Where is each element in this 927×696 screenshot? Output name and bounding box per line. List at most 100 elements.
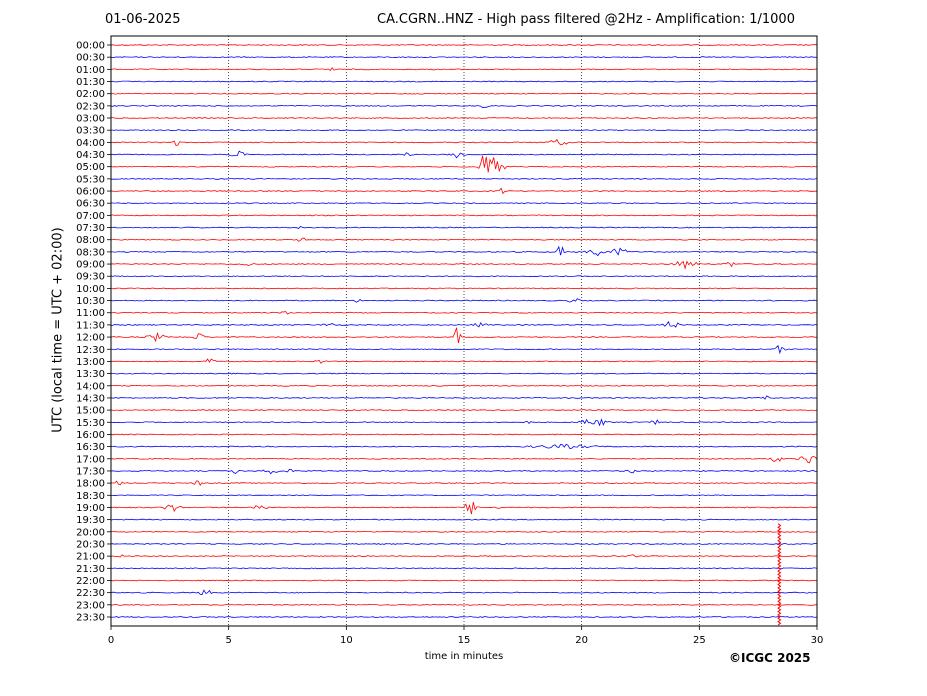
trace-0530: [110, 177, 818, 180]
y-tick-label: 07:00: [76, 211, 105, 222]
trace-1830: [110, 494, 818, 497]
y-tick-label: 02:00: [76, 89, 105, 100]
x-tick-label: 30: [811, 635, 824, 646]
chart-title: CA.CGRN..HNZ - High pass filtered @2Hz -…: [377, 12, 795, 27]
plot-frame: [110, 35, 818, 627]
trace-group: [110, 44, 818, 626]
y-tick-label: 06:30: [76, 199, 105, 210]
trace-0230: [110, 104, 818, 109]
trace-2200: [110, 579, 818, 582]
y-tick-label: 11:30: [76, 320, 105, 331]
x-tick-label: 0: [108, 635, 114, 646]
trace-0000: [110, 44, 817, 46]
trace-0830: [111, 245, 818, 257]
trace-1530: [110, 418, 818, 427]
y-tick-label: 19:30: [76, 515, 105, 526]
trace-1430: [110, 395, 818, 400]
y-tick-label: 04:30: [76, 150, 105, 161]
y-tick-label: 10:30: [76, 296, 105, 307]
y-tick-label: 09:30: [76, 272, 105, 283]
y-tick-label: 00:30: [76, 53, 105, 64]
y-tick-label: 23:30: [76, 612, 105, 623]
y-tick-label: 14:30: [76, 393, 105, 404]
trace-1930: [110, 518, 818, 521]
y-tick-label: 06:00: [76, 187, 105, 198]
y-tick-label: 17:00: [76, 454, 105, 465]
y-tick-label: 02:30: [76, 101, 105, 112]
y-tick-label: 15:30: [76, 418, 105, 429]
y-tick-label: 22:30: [76, 588, 105, 599]
trace-1230: [110, 344, 818, 355]
trace-2030: [110, 543, 818, 545]
trace-1500: [110, 409, 818, 411]
trace-1030: [110, 298, 818, 303]
trace-1130: [110, 320, 818, 328]
grid-lines: [228, 36, 700, 626]
y-tick-label: 17:30: [76, 466, 105, 477]
trace-0800: [110, 237, 818, 242]
y-tick-label: 01:30: [76, 77, 105, 88]
y-tick-label: 21:30: [76, 564, 105, 575]
y-tick-label: 10:00: [76, 284, 105, 295]
trace-0100: [110, 67, 818, 72]
y-tick-label: 12:30: [76, 345, 105, 356]
y-tick-label: 03:30: [76, 126, 105, 137]
y-tick-label: 09:00: [76, 260, 105, 271]
trace-2100: [110, 554, 818, 558]
trace-0430: [110, 150, 818, 159]
x-tick-group: 0 5 10 15 20 25 30: [108, 626, 824, 646]
trace-0630: [110, 202, 818, 205]
y-tick-label: 20:00: [76, 527, 105, 538]
y-tick-label: 18:00: [76, 479, 105, 490]
trace-1400: [110, 384, 818, 387]
y-tick-label: 05:30: [76, 174, 105, 185]
trace-1630: [110, 443, 818, 450]
x-tick-label: 10: [340, 635, 353, 646]
trace-0930: [110, 275, 818, 278]
trace-2300: [110, 603, 818, 606]
trace-0130: [110, 80, 818, 83]
spike-trace: [777, 523, 782, 626]
y-tick-label: 04:00: [76, 138, 105, 149]
trace-1330: [111, 372, 818, 375]
trace-1300: [110, 358, 818, 364]
y-tick-label: 20:30: [76, 539, 105, 550]
trace-2330: [110, 616, 818, 618]
trace-0030: [110, 56, 818, 59]
trace-1600: [110, 433, 818, 436]
y-tick-label: 19:00: [76, 503, 105, 514]
x-axis-label: time in minutes: [424, 651, 504, 662]
y-tick-label: 11:00: [76, 308, 105, 319]
trace-2230: [110, 589, 818, 596]
trace-0400: [110, 138, 818, 146]
y-tick-label: 07:30: [76, 223, 105, 234]
trace-0300: [111, 117, 818, 119]
trace-0330: [111, 129, 817, 132]
trace-2130: [110, 567, 818, 570]
x-tick-label: 5: [225, 635, 231, 646]
y-tick-label: 16:00: [76, 430, 105, 441]
trace-2000: [110, 530, 818, 533]
trace-1800: [110, 480, 818, 486]
trace-0700: [110, 214, 817, 217]
y-tick-label: 13:30: [76, 369, 105, 380]
copyright-label: ©ICGC 2025: [729, 651, 811, 665]
y-tick-label: 08:30: [76, 247, 105, 258]
trace-0200: [110, 92, 818, 95]
trace-1730: [110, 468, 818, 475]
trace-0730: [110, 226, 818, 229]
y-tick-label: 21:00: [76, 552, 105, 563]
y-tick-label: 18:30: [76, 491, 105, 502]
y-tick-label: 13:00: [76, 357, 105, 368]
y-tick-label: 08:00: [76, 235, 105, 246]
trace-0600: [110, 187, 817, 195]
trace-1100: [110, 311, 818, 315]
y-tick-label: 00:00: [76, 41, 105, 52]
trace-1900: [110, 501, 818, 515]
y-tick-label: 12:00: [76, 333, 105, 344]
y-tick-label: 01:00: [76, 65, 105, 76]
y-tick-label: 22:00: [76, 576, 105, 587]
chart-date: 01-06-2025: [105, 12, 181, 27]
